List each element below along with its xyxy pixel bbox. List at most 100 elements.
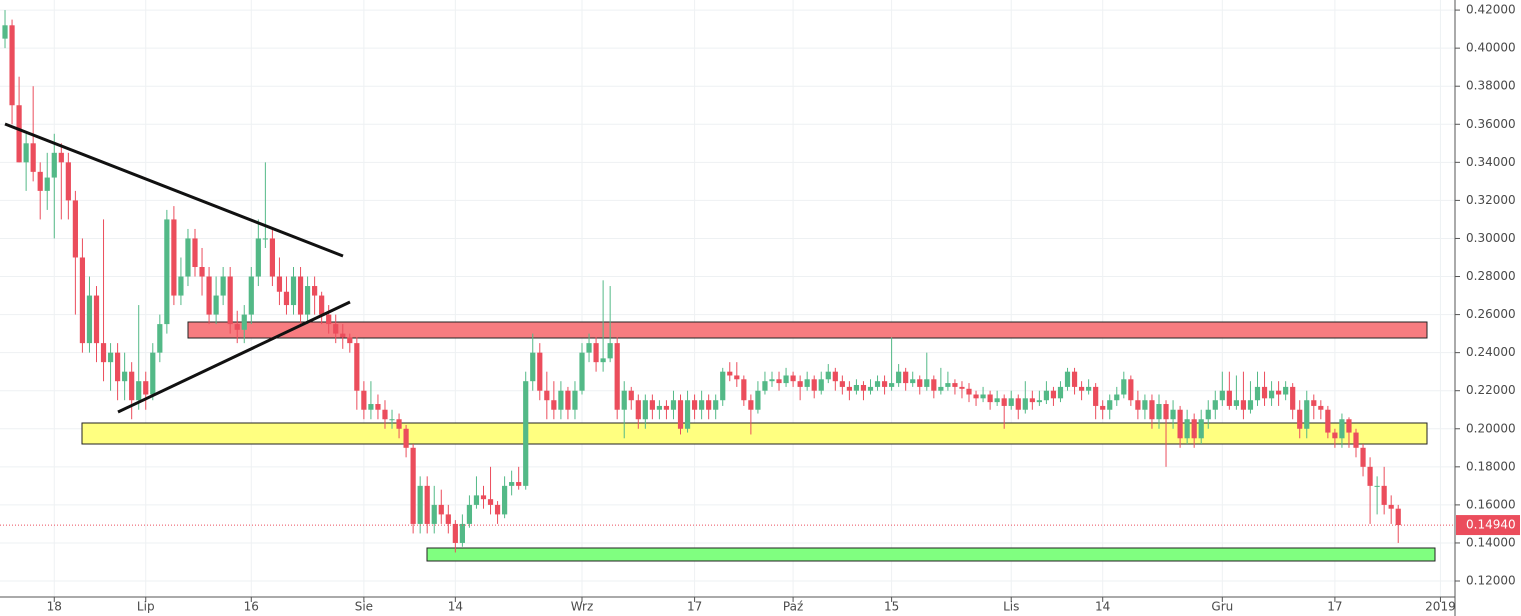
candle-body [1240, 400, 1247, 410]
candle-body [959, 386, 965, 389]
candle-body [1057, 386, 1064, 399]
candle-body [938, 386, 944, 391]
grid [0, 0, 1455, 597]
candle-body [903, 371, 909, 384]
candle-body [466, 504, 473, 524]
target-zone [426, 547, 1436, 562]
candle-body [1177, 409, 1183, 439]
y-tick-label: 0.20000 [1466, 421, 1516, 435]
candle-body [783, 375, 789, 384]
candle-body [375, 404, 381, 410]
candle-body [1205, 409, 1211, 420]
candle-body [1353, 432, 1359, 448]
candle-body [129, 371, 135, 401]
candle-body [945, 383, 951, 387]
candle-body [860, 384, 867, 391]
candle-body [1071, 371, 1078, 387]
candle-body [656, 405, 663, 410]
candle-body [734, 375, 740, 380]
candle-body [741, 379, 747, 401]
candle-body [262, 238, 268, 240]
candle-body [1156, 404, 1162, 420]
candle-body [1283, 386, 1289, 395]
x-tick-label: Sie [355, 600, 373, 614]
candle-body [748, 400, 754, 410]
candle-body [572, 390, 578, 410]
candle-body [276, 276, 283, 292]
candle-body [1142, 400, 1148, 410]
candle-body [1029, 398, 1035, 403]
candle-body [86, 295, 93, 344]
candle-body [973, 394, 979, 399]
resistance-zone [187, 321, 1428, 339]
candle-body [65, 162, 71, 201]
y-tick-label: 0.36000 [1466, 117, 1516, 131]
y-tick-label: 0.38000 [1466, 79, 1516, 93]
candle-body [417, 485, 423, 524]
candle-body [1015, 398, 1021, 410]
candle-body [994, 398, 1000, 403]
candle-body [297, 276, 304, 315]
candle-body [1043, 390, 1050, 401]
candle-body [1050, 390, 1057, 399]
support-zone [81, 422, 1428, 445]
candle-body [333, 324, 339, 334]
candle-body [691, 400, 698, 410]
candle-body [706, 400, 712, 410]
candle-body [769, 379, 775, 382]
candle-body [1381, 485, 1387, 505]
candle-body [403, 428, 409, 448]
x-tick-label: 17 [1327, 600, 1342, 614]
y-tick-label: 0.22000 [1466, 383, 1516, 397]
candle-body [699, 400, 705, 410]
candle-body [720, 371, 726, 401]
candle-body [874, 381, 881, 387]
candle-body [1346, 419, 1352, 433]
candle-body [227, 276, 233, 325]
candle-body [1219, 390, 1225, 401]
candle-body [93, 295, 100, 344]
candle-body [628, 390, 634, 401]
y-tick-label: 0.14000 [1466, 535, 1516, 549]
candle-body [832, 371, 838, 382]
candle-body [107, 352, 114, 363]
candle-body [776, 379, 782, 384]
candle-body [473, 495, 480, 505]
candle-body [1297, 409, 1303, 429]
candle-body [1360, 447, 1366, 467]
candle-body [1311, 400, 1317, 406]
candle-body [136, 381, 142, 401]
candle-body [607, 343, 613, 359]
candle-body [910, 379, 916, 384]
candle-body [368, 404, 374, 410]
candle-body [551, 400, 557, 410]
candle-body [213, 295, 219, 315]
candle-body [867, 386, 874, 391]
candle-body [58, 152, 64, 163]
candle-body [924, 379, 930, 387]
candle-body [361, 390, 367, 410]
candle-body [881, 381, 888, 387]
candle-body [1233, 400, 1239, 406]
x-tick-label: 17 [687, 600, 702, 614]
y-tick-label: 0.16000 [1466, 497, 1516, 511]
candle-body [1170, 409, 1176, 420]
candle-body [1395, 508, 1401, 526]
candle-body [755, 390, 761, 410]
candle-body [558, 390, 564, 410]
candle-body [1254, 386, 1261, 401]
candle-body [319, 295, 325, 315]
candle-body [952, 383, 958, 387]
candle-body [192, 238, 198, 268]
candle-body [16, 105, 22, 163]
y-tick-label: 0.40000 [1466, 41, 1516, 55]
candle-body [1318, 405, 1324, 410]
candle-body [1128, 379, 1134, 401]
candle-body [1276, 390, 1282, 395]
trendline [117, 300, 351, 414]
candle-body [663, 405, 670, 410]
candle-body [157, 324, 163, 353]
candle-body [502, 485, 508, 515]
candle-body [790, 375, 796, 382]
